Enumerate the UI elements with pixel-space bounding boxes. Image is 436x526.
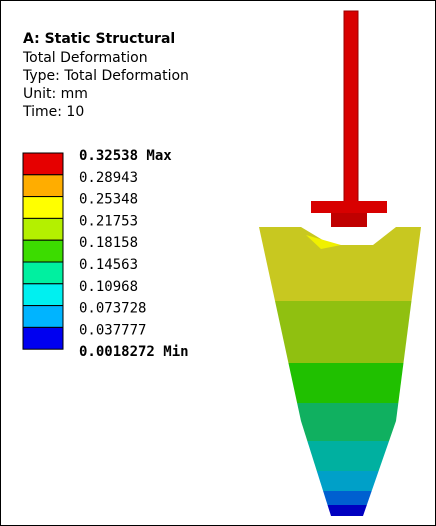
legend-swatch [23, 262, 63, 284]
header-line: Total Deformation [22, 50, 148, 66]
legend-label: 0.037777 [79, 322, 146, 338]
legend-label: 0.14563 [79, 257, 138, 273]
legend-label: 0.32538 Max [79, 148, 172, 164]
legend-label: 0.25348 [79, 192, 138, 208]
legend-label: 0.073728 [79, 301, 146, 317]
legend-label: 0.10968 [79, 279, 138, 295]
title: A: Static Structural [23, 31, 175, 47]
legend-swatch [23, 284, 63, 306]
header-line: Type: Total Deformation [22, 68, 189, 84]
legend-swatch [23, 240, 63, 262]
legend-swatch [23, 306, 63, 328]
legend-label: 0.21753 [79, 213, 138, 229]
header-line: Unit: mm [23, 86, 88, 102]
legend-swatch [23, 218, 63, 240]
legend-label: 0.28943 [79, 170, 138, 186]
legend-swatch [23, 197, 63, 219]
legend-label: 0.18158 [79, 235, 138, 251]
legend-swatch [23, 153, 63, 175]
legend-label: 0.0018272 Min [79, 344, 189, 360]
header-line: Time: 10 [22, 104, 84, 120]
legend-swatch [23, 327, 63, 349]
viewport: A: Static Structural Total Deformation Ty… [1, 1, 435, 525]
model [251, 11, 431, 519]
legend-swatch [23, 175, 63, 197]
screenshot: A: Static Structural Total Deformation Ty… [0, 0, 436, 526]
